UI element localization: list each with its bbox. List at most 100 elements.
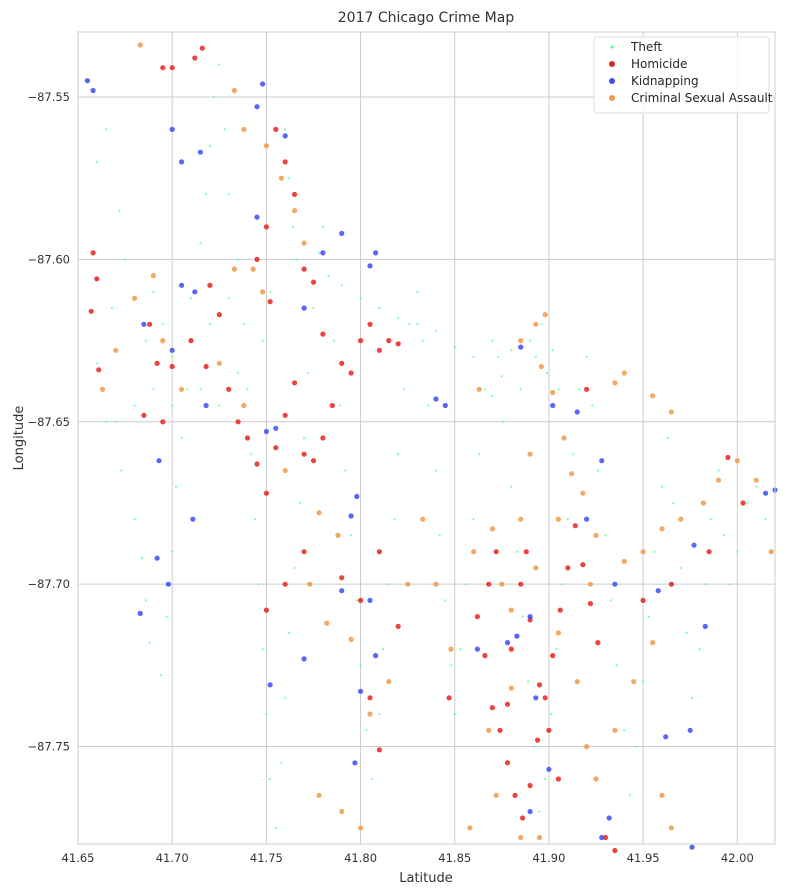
data-point — [486, 727, 492, 733]
data-point — [320, 331, 326, 337]
data-point — [504, 640, 511, 646]
data-point — [580, 490, 586, 496]
theft-point — [666, 436, 669, 440]
data-point — [263, 490, 269, 496]
theft-point — [416, 290, 419, 293]
theft-point — [642, 680, 645, 683]
theft-point — [110, 307, 113, 310]
theft-point — [549, 713, 552, 716]
theft-point — [628, 794, 632, 797]
theft-point — [393, 518, 396, 521]
y-tick-label: −87.70 — [27, 577, 70, 591]
data-points — [84, 42, 778, 854]
x-tick-label: 41.65 — [62, 851, 95, 865]
theft-point — [465, 583, 468, 586]
plot-frame — [77, 31, 776, 845]
data-point — [154, 555, 160, 561]
data-point — [587, 581, 594, 587]
theft-point — [287, 177, 291, 180]
legend-label: Homicide — [631, 57, 687, 71]
data-point — [433, 581, 439, 587]
series-kidnapping — [84, 78, 778, 850]
data-point — [542, 695, 548, 701]
data-point — [593, 532, 599, 539]
data-point — [263, 224, 269, 230]
theft-point — [647, 615, 650, 618]
data-point — [367, 263, 373, 269]
data-point — [555, 516, 562, 522]
data-point — [263, 143, 269, 149]
theft-point — [359, 664, 362, 667]
data-point — [448, 646, 454, 652]
data-point — [691, 542, 697, 548]
data-point — [316, 792, 322, 798]
theft-point — [434, 329, 437, 332]
data-point — [282, 581, 288, 587]
theft-point — [186, 388, 189, 391]
data-point — [156, 458, 162, 464]
x-axis-label: Latitude — [399, 871, 453, 886]
data-point — [550, 389, 556, 396]
data-point — [621, 370, 627, 376]
data-point — [499, 581, 505, 587]
data-point — [179, 386, 185, 392]
theft-point — [237, 258, 240, 261]
data-point — [113, 347, 119, 353]
theft-point — [344, 469, 347, 472]
theft-point — [265, 713, 268, 716]
theft-point — [144, 599, 147, 602]
data-point — [99, 386, 106, 392]
data-point — [663, 734, 669, 740]
theft-point — [698, 648, 701, 651]
theft-point — [218, 63, 221, 66]
theft-point — [723, 534, 726, 537]
theft-point — [114, 420, 117, 423]
data-point — [489, 526, 495, 532]
theft-point — [212, 95, 215, 99]
theft-point — [610, 599, 613, 602]
data-point — [527, 451, 533, 457]
data-point — [254, 256, 260, 262]
data-point — [702, 623, 708, 630]
data-point — [358, 825, 364, 831]
series-homicide — [88, 45, 746, 854]
theft-point — [566, 518, 569, 521]
data-point — [482, 653, 488, 659]
theft-point — [333, 339, 336, 342]
data-point — [386, 338, 392, 344]
data-point — [715, 477, 722, 483]
theft-point — [434, 469, 437, 472]
theft-point — [615, 664, 618, 667]
data-point — [395, 623, 401, 630]
theft-point — [223, 128, 226, 131]
theft-point — [284, 128, 287, 131]
theft-point — [148, 641, 151, 644]
data-point — [734, 458, 740, 464]
theft-point — [453, 713, 456, 716]
theft-point — [491, 339, 494, 342]
theft-point — [382, 648, 385, 651]
data-point — [231, 87, 237, 94]
theft-point — [521, 615, 524, 618]
theft-point — [572, 453, 575, 456]
data-point — [612, 727, 618, 733]
data-point — [190, 516, 196, 522]
theft-point — [472, 518, 475, 521]
data-point — [763, 490, 769, 496]
theft-point — [250, 453, 253, 456]
theft-point — [604, 534, 607, 537]
theft-point — [133, 518, 136, 521]
data-point — [339, 808, 345, 815]
theft-point — [444, 599, 447, 602]
theft-point — [159, 674, 162, 677]
data-point — [740, 500, 746, 506]
data-point — [147, 321, 153, 327]
data-point — [169, 65, 175, 71]
data-point — [260, 81, 266, 87]
theft-point — [500, 375, 503, 378]
theft-point — [291, 225, 294, 228]
data-point — [254, 104, 260, 110]
data-point — [188, 338, 194, 344]
data-point — [574, 679, 580, 685]
legend-box — [593, 36, 770, 114]
